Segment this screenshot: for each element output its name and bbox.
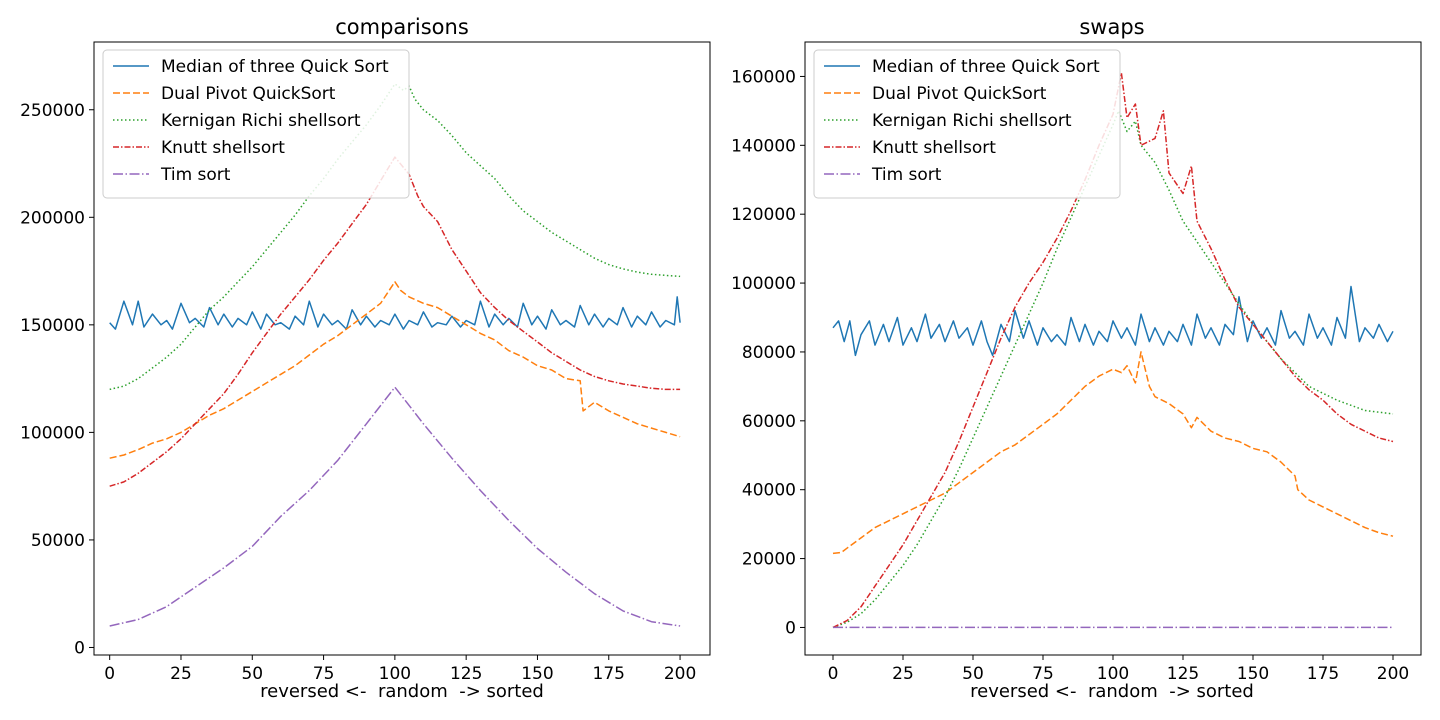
swaps-x-tick-label: 150 bbox=[1237, 664, 1269, 684]
comparisons-axes-frame bbox=[93, 41, 711, 656]
comparisons-x-tick-label: 150 bbox=[521, 664, 553, 684]
comparisons-y-tick-label: 200000 bbox=[20, 208, 85, 228]
swaps-legend: Median of three Quick Sort Dual Pivot Qui… bbox=[813, 49, 1121, 199]
swaps-legend-label-tim-sort: Tim sort bbox=[871, 165, 942, 185]
comparisons-x-tick-label: 25 bbox=[170, 664, 192, 684]
comparisons-legend: Median of three Quick Sort Dual Pivot Qui… bbox=[102, 49, 410, 199]
comparisons-x-tick-label: 125 bbox=[450, 664, 482, 684]
comparisons-x-tick-label: 200 bbox=[664, 664, 696, 684]
swaps-x-tick-label: 25 bbox=[892, 664, 914, 684]
comparisons-x-axis-label: reversed <- random -> sorted bbox=[260, 681, 544, 702]
comparisons-x-tick-label: 100 bbox=[379, 664, 411, 684]
swaps-x-tick-label: 75 bbox=[1032, 664, 1054, 684]
swaps-x-tick-label: 125 bbox=[1167, 664, 1199, 684]
swaps-y-tick-label: 160000 bbox=[731, 67, 796, 87]
swaps-legend-label-kernigan-richi-shellsort: Kernigan Richi shellsort bbox=[872, 111, 1072, 131]
swaps-y-tick-label: 80000 bbox=[742, 343, 796, 363]
comparisons-series-median-of-three-quick-sort bbox=[109, 296, 681, 330]
swaps-series-median-of-three-quick-sort bbox=[832, 285, 1394, 357]
swaps-y-tick-label: 140000 bbox=[731, 136, 796, 156]
swaps-y-tick-label: 60000 bbox=[742, 412, 796, 432]
swaps-series-kernigan-richi-shellsort bbox=[832, 110, 1394, 629]
swaps-title: swaps bbox=[1079, 15, 1144, 39]
swaps-panel: swaps 0 25 50 75 100 125 150 175 200 0 20000 40000… bbox=[731, 15, 1422, 702]
comparisons-legend-label-knutt-shellsort: Knutt shellsort bbox=[161, 138, 285, 158]
comparisons-y-ticks: 0 50000 100000 150000 200000 250000 bbox=[20, 101, 94, 658]
swaps-x-tick-label: 0 bbox=[828, 664, 839, 684]
swaps-y-tick-label: 40000 bbox=[742, 481, 796, 501]
comparisons-series-tim-sort bbox=[109, 386, 681, 627]
comparisons-legend-label-kernigan-richi-shellsort: Kernigan Richi shellsort bbox=[161, 111, 361, 131]
swaps-x-tick-label: 100 bbox=[1097, 664, 1129, 684]
comparisons-legend-label-median-of-three-quick-sort: Median of three Quick Sort bbox=[161, 57, 389, 77]
swaps-legend-label-dual-pivot-quicksort: Dual Pivot QuickSort bbox=[872, 84, 1047, 104]
comparisons-y-tick-label: 100000 bbox=[20, 423, 85, 443]
swaps-y-tick-label: 20000 bbox=[742, 550, 796, 570]
swaps-y-tick-label: 120000 bbox=[731, 205, 796, 225]
comparisons-x-tick-label: 175 bbox=[593, 664, 625, 684]
comparisons-x-ticks: 0 25 50 75 100 125 150 175 200 bbox=[104, 655, 696, 684]
swaps-x-tick-label: 50 bbox=[962, 664, 984, 684]
swaps-y-tick-label: 100000 bbox=[731, 274, 796, 294]
swaps-x-tick-label: 175 bbox=[1307, 664, 1339, 684]
comparisons-x-tick-label: 50 bbox=[241, 664, 263, 684]
comparisons-legend-label-tim-sort: Tim sort bbox=[160, 165, 231, 185]
comparisons-series-kernigan-richi-shellsort bbox=[109, 83, 681, 391]
comparisons-title: comparisons bbox=[335, 15, 469, 39]
swaps-y-ticks: 0 20000 40000 60000 80000 100000 120000 140000 1… bbox=[731, 67, 805, 638]
comparisons-y-tick-label: 150000 bbox=[20, 316, 85, 336]
swaps-series-knutt-shellsort bbox=[832, 72, 1394, 629]
comparisons-x-tick-label: 75 bbox=[313, 664, 335, 684]
comparisons-x-tick-label: 0 bbox=[104, 664, 115, 684]
swaps-plot-area bbox=[832, 72, 1394, 629]
comparisons-series-dual-pivot-quicksort bbox=[109, 281, 681, 459]
comparisons-y-tick-label: 0 bbox=[74, 638, 85, 658]
swaps-legend-label-knutt-shellsort: Knutt shellsort bbox=[872, 138, 996, 158]
comparisons-y-tick-label: 50000 bbox=[31, 531, 85, 551]
comparisons-legend-box bbox=[102, 49, 410, 199]
swaps-legend-box bbox=[813, 49, 1121, 199]
swaps-legend-label-median-of-three-quick-sort: Median of three Quick Sort bbox=[872, 57, 1100, 77]
swaps-x-tick-label: 200 bbox=[1377, 664, 1409, 684]
swaps-y-tick-label: 0 bbox=[785, 618, 796, 638]
swaps-x-ticks: 0 25 50 75 100 125 150 175 200 bbox=[828, 655, 1409, 684]
swaps-x-axis-label: reversed <- random -> sorted bbox=[970, 681, 1254, 702]
comparisons-panel: comparisons 0 25 50 75 100 125 150 175 200 0 5000… bbox=[20, 15, 711, 702]
comparisons-y-tick-label: 250000 bbox=[20, 101, 85, 121]
swaps-series-dual-pivot-quicksort bbox=[832, 351, 1394, 555]
comparisons-legend-label-dual-pivot-quicksort: Dual Pivot QuickSort bbox=[161, 84, 336, 104]
